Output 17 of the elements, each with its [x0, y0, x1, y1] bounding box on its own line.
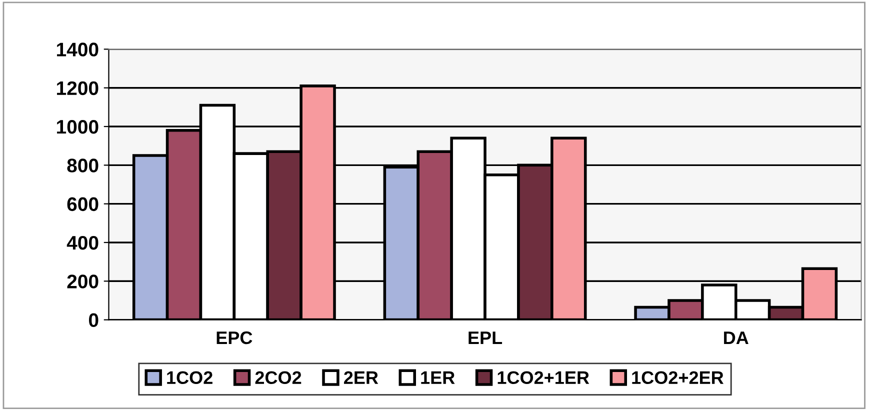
y-tick-label: 800 [67, 158, 98, 172]
y-tick-label: 1400 [57, 42, 98, 56]
legend-label: 2CO2 [255, 371, 302, 384]
legend-label: 1ER [421, 371, 455, 384]
y-tick-label: 1200 [57, 81, 98, 96]
legend-label: 2ER [344, 371, 378, 384]
legend-label: 1CO2+2ER [632, 371, 724, 384]
y-tick-label: 200 [67, 274, 98, 288]
y-tick-label: 0 [88, 313, 98, 328]
y-tick-label: 400 [66, 236, 98, 250]
legend-label: 1CO2+1ER [498, 371, 590, 384]
x-tick-label: EPL [468, 332, 502, 344]
legend-label: 1CO2 [167, 371, 212, 384]
y-tick-label: 1000 [57, 120, 98, 134]
x-tick-label: EPC [216, 331, 252, 344]
y-tick-label: 600 [67, 197, 98, 212]
x-tick-label: DA [724, 332, 748, 344]
